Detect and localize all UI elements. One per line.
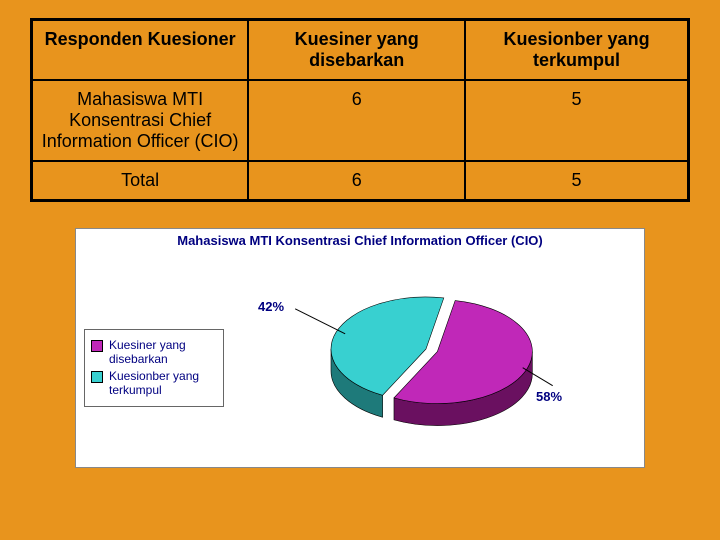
legend-label: Kuesiner yang disebarkan bbox=[109, 338, 217, 367]
table-cell: 5 bbox=[465, 80, 688, 161]
table-cell: Mahasiswa MTI Konsentrasi Chief Informat… bbox=[32, 80, 249, 161]
table-header-cell: Kuesionber yang terkumpul bbox=[465, 20, 688, 81]
table-header-cell: Responden Kuesioner bbox=[32, 20, 249, 81]
table-cell: 5 bbox=[465, 161, 688, 201]
page-root: Responden Kuesioner Kuesiner yang diseba… bbox=[0, 0, 720, 540]
percent-label: 42% bbox=[258, 299, 284, 314]
table-row: Mahasiswa MTI Konsentrasi Chief Informat… bbox=[32, 80, 689, 161]
table-cell: 6 bbox=[248, 161, 465, 201]
table-header-cell: Kuesiner yang disebarkan bbox=[248, 20, 465, 81]
table-row: Total 6 5 bbox=[32, 161, 689, 201]
pie-area bbox=[286, 264, 566, 454]
table-cell: 6 bbox=[248, 80, 465, 161]
percent-label: 58% bbox=[536, 389, 562, 404]
legend-item: Kuesionber yang terkumpul bbox=[91, 369, 217, 398]
table-header-row: Responden Kuesioner Kuesiner yang diseba… bbox=[32, 20, 689, 81]
legend-swatch-icon bbox=[91, 340, 103, 352]
legend-label: Kuesionber yang terkumpul bbox=[109, 369, 217, 398]
chart-title: Mahasiswa MTI Konsentrasi Chief Informat… bbox=[76, 233, 644, 248]
legend-item: Kuesiner yang disebarkan bbox=[91, 338, 217, 367]
pie-chart-panel: Mahasiswa MTI Konsentrasi Chief Informat… bbox=[75, 228, 645, 468]
table-cell: Total bbox=[32, 161, 249, 201]
legend-swatch-icon bbox=[91, 371, 103, 383]
pie-svg bbox=[286, 264, 566, 454]
questionnaire-table: Responden Kuesioner Kuesiner yang diseba… bbox=[30, 18, 690, 202]
chart-legend: Kuesiner yang disebarkan Kuesionber yang… bbox=[84, 329, 224, 407]
